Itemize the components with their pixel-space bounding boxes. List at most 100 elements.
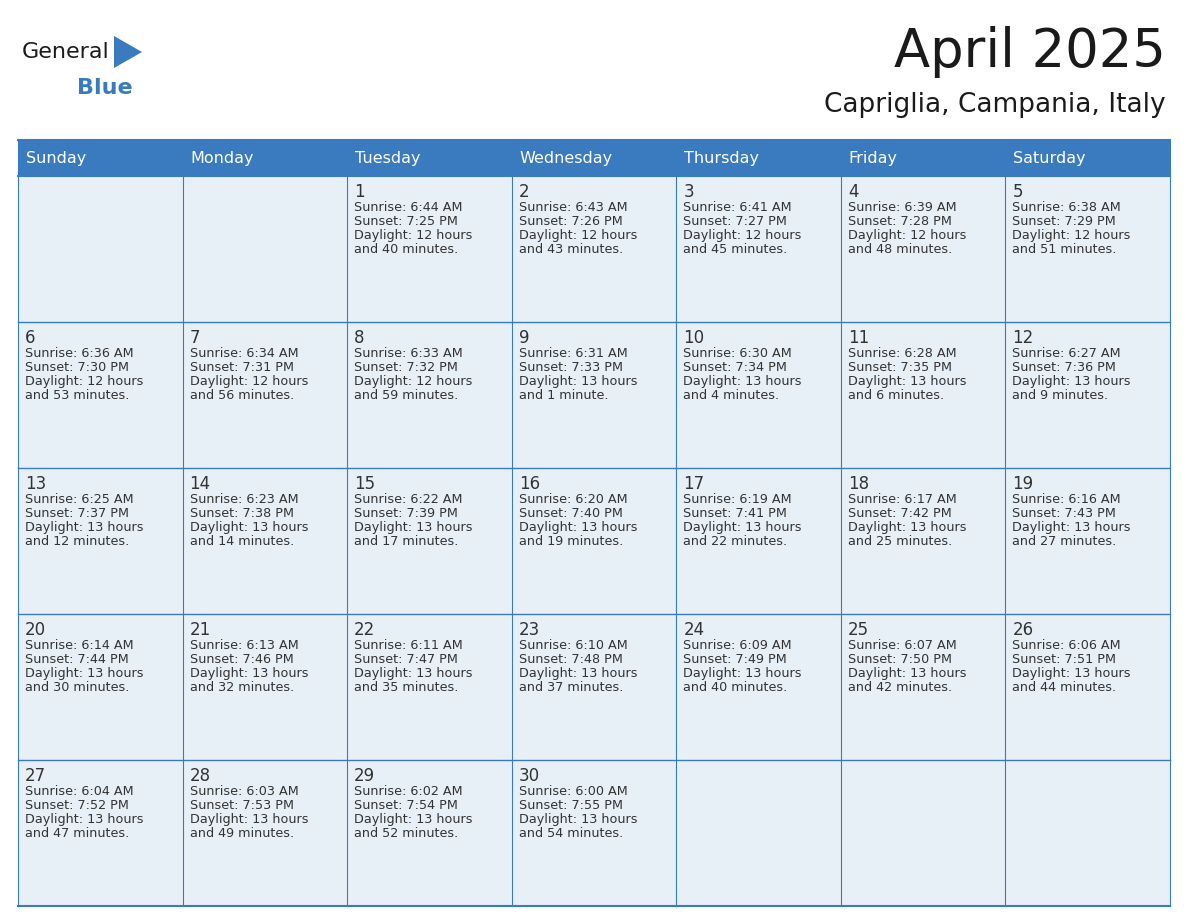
Text: Sunrise: 6:38 AM: Sunrise: 6:38 AM: [1012, 201, 1121, 214]
Bar: [183, 760, 347, 906]
Text: Sunset: 7:54 PM: Sunset: 7:54 PM: [354, 799, 459, 812]
Text: Blue: Blue: [77, 78, 133, 98]
Bar: [183, 140, 347, 176]
Text: 7: 7: [190, 329, 200, 347]
Text: and 6 minutes.: and 6 minutes.: [848, 389, 944, 402]
Bar: [512, 468, 676, 614]
Bar: [512, 760, 676, 906]
Bar: [347, 760, 512, 906]
Bar: [841, 760, 1005, 906]
Text: Sunrise: 6:07 AM: Sunrise: 6:07 AM: [848, 639, 956, 652]
Text: Sunrise: 6:41 AM: Sunrise: 6:41 AM: [683, 201, 792, 214]
Text: and 51 minutes.: and 51 minutes.: [1012, 243, 1117, 256]
Text: 16: 16: [519, 475, 539, 493]
Text: Sunset: 7:52 PM: Sunset: 7:52 PM: [25, 799, 128, 812]
Text: Daylight: 13 hours: Daylight: 13 hours: [354, 521, 473, 534]
Text: and 22 minutes.: and 22 minutes.: [683, 535, 788, 548]
Text: Sunset: 7:40 PM: Sunset: 7:40 PM: [519, 507, 623, 520]
Text: Sunset: 7:51 PM: Sunset: 7:51 PM: [1012, 653, 1117, 666]
Text: and 32 minutes.: and 32 minutes.: [190, 681, 293, 694]
Text: and 40 minutes.: and 40 minutes.: [354, 243, 459, 256]
Text: Daylight: 13 hours: Daylight: 13 hours: [848, 375, 966, 388]
Text: Sunrise: 6:44 AM: Sunrise: 6:44 AM: [354, 201, 462, 214]
Text: Sunset: 7:50 PM: Sunset: 7:50 PM: [848, 653, 952, 666]
Text: Sunset: 7:43 PM: Sunset: 7:43 PM: [1012, 507, 1117, 520]
Text: Daylight: 13 hours: Daylight: 13 hours: [683, 521, 802, 534]
Text: Saturday: Saturday: [1013, 151, 1086, 165]
Text: Daylight: 13 hours: Daylight: 13 hours: [354, 813, 473, 826]
Text: Daylight: 12 hours: Daylight: 12 hours: [1012, 229, 1131, 242]
Text: Sunset: 7:33 PM: Sunset: 7:33 PM: [519, 361, 623, 374]
Text: Sunrise: 6:31 AM: Sunrise: 6:31 AM: [519, 347, 627, 360]
Bar: [183, 614, 347, 760]
Text: Daylight: 12 hours: Daylight: 12 hours: [354, 229, 473, 242]
Bar: [347, 176, 512, 322]
Bar: [1005, 760, 1170, 906]
Bar: [347, 140, 512, 176]
Text: Sunrise: 6:27 AM: Sunrise: 6:27 AM: [1012, 347, 1121, 360]
Text: Monday: Monday: [190, 151, 254, 165]
Text: Daylight: 12 hours: Daylight: 12 hours: [354, 375, 473, 388]
Text: Sunset: 7:39 PM: Sunset: 7:39 PM: [354, 507, 459, 520]
Text: Sunset: 7:41 PM: Sunset: 7:41 PM: [683, 507, 788, 520]
Text: Daylight: 13 hours: Daylight: 13 hours: [848, 521, 966, 534]
Text: and 30 minutes.: and 30 minutes.: [25, 681, 129, 694]
Text: 17: 17: [683, 475, 704, 493]
Text: Daylight: 13 hours: Daylight: 13 hours: [683, 375, 802, 388]
Text: 1: 1: [354, 183, 365, 201]
Text: Sunset: 7:35 PM: Sunset: 7:35 PM: [848, 361, 952, 374]
Text: Sunset: 7:28 PM: Sunset: 7:28 PM: [848, 215, 952, 228]
Text: Sunrise: 6:03 AM: Sunrise: 6:03 AM: [190, 785, 298, 798]
Text: April 2025: April 2025: [895, 26, 1165, 78]
Bar: [18, 468, 183, 614]
Text: Sunset: 7:30 PM: Sunset: 7:30 PM: [25, 361, 129, 374]
Text: 2: 2: [519, 183, 530, 201]
Text: and 54 minutes.: and 54 minutes.: [519, 827, 623, 840]
Bar: [841, 468, 1005, 614]
Text: and 47 minutes.: and 47 minutes.: [25, 827, 129, 840]
Text: Sunrise: 6:19 AM: Sunrise: 6:19 AM: [683, 493, 792, 506]
Text: 25: 25: [848, 621, 868, 639]
Text: and 4 minutes.: and 4 minutes.: [683, 389, 779, 402]
Text: Sunrise: 6:20 AM: Sunrise: 6:20 AM: [519, 493, 627, 506]
Text: and 1 minute.: and 1 minute.: [519, 389, 608, 402]
Text: and 14 minutes.: and 14 minutes.: [190, 535, 293, 548]
Text: 22: 22: [354, 621, 375, 639]
Text: 27: 27: [25, 767, 46, 785]
Polygon shape: [114, 36, 143, 68]
Text: Daylight: 12 hours: Daylight: 12 hours: [683, 229, 802, 242]
Bar: [1005, 140, 1170, 176]
Bar: [676, 176, 841, 322]
Text: Sunset: 7:49 PM: Sunset: 7:49 PM: [683, 653, 786, 666]
Text: and 17 minutes.: and 17 minutes.: [354, 535, 459, 548]
Text: Sunrise: 6:39 AM: Sunrise: 6:39 AM: [848, 201, 956, 214]
Text: Sunset: 7:26 PM: Sunset: 7:26 PM: [519, 215, 623, 228]
Text: Sunset: 7:44 PM: Sunset: 7:44 PM: [25, 653, 128, 666]
Bar: [676, 760, 841, 906]
Text: and 48 minutes.: and 48 minutes.: [848, 243, 952, 256]
Text: Daylight: 13 hours: Daylight: 13 hours: [1012, 521, 1131, 534]
Text: Daylight: 12 hours: Daylight: 12 hours: [25, 375, 144, 388]
Text: Sunset: 7:48 PM: Sunset: 7:48 PM: [519, 653, 623, 666]
Text: and 43 minutes.: and 43 minutes.: [519, 243, 623, 256]
Text: Sunrise: 6:17 AM: Sunrise: 6:17 AM: [848, 493, 956, 506]
Bar: [512, 176, 676, 322]
Text: and 19 minutes.: and 19 minutes.: [519, 535, 623, 548]
Text: Sunset: 7:47 PM: Sunset: 7:47 PM: [354, 653, 459, 666]
Text: Sunset: 7:32 PM: Sunset: 7:32 PM: [354, 361, 459, 374]
Bar: [841, 614, 1005, 760]
Text: Sunrise: 6:23 AM: Sunrise: 6:23 AM: [190, 493, 298, 506]
Text: Daylight: 13 hours: Daylight: 13 hours: [25, 813, 144, 826]
Text: Sunrise: 6:33 AM: Sunrise: 6:33 AM: [354, 347, 463, 360]
Bar: [347, 614, 512, 760]
Bar: [18, 140, 183, 176]
Text: Daylight: 13 hours: Daylight: 13 hours: [683, 667, 802, 680]
Text: 30: 30: [519, 767, 539, 785]
Text: Sunrise: 6:04 AM: Sunrise: 6:04 AM: [25, 785, 133, 798]
Text: Sunset: 7:42 PM: Sunset: 7:42 PM: [848, 507, 952, 520]
Text: Sunrise: 6:16 AM: Sunrise: 6:16 AM: [1012, 493, 1121, 506]
Text: Sunset: 7:37 PM: Sunset: 7:37 PM: [25, 507, 129, 520]
Text: Sunset: 7:38 PM: Sunset: 7:38 PM: [190, 507, 293, 520]
Bar: [347, 468, 512, 614]
Bar: [1005, 176, 1170, 322]
